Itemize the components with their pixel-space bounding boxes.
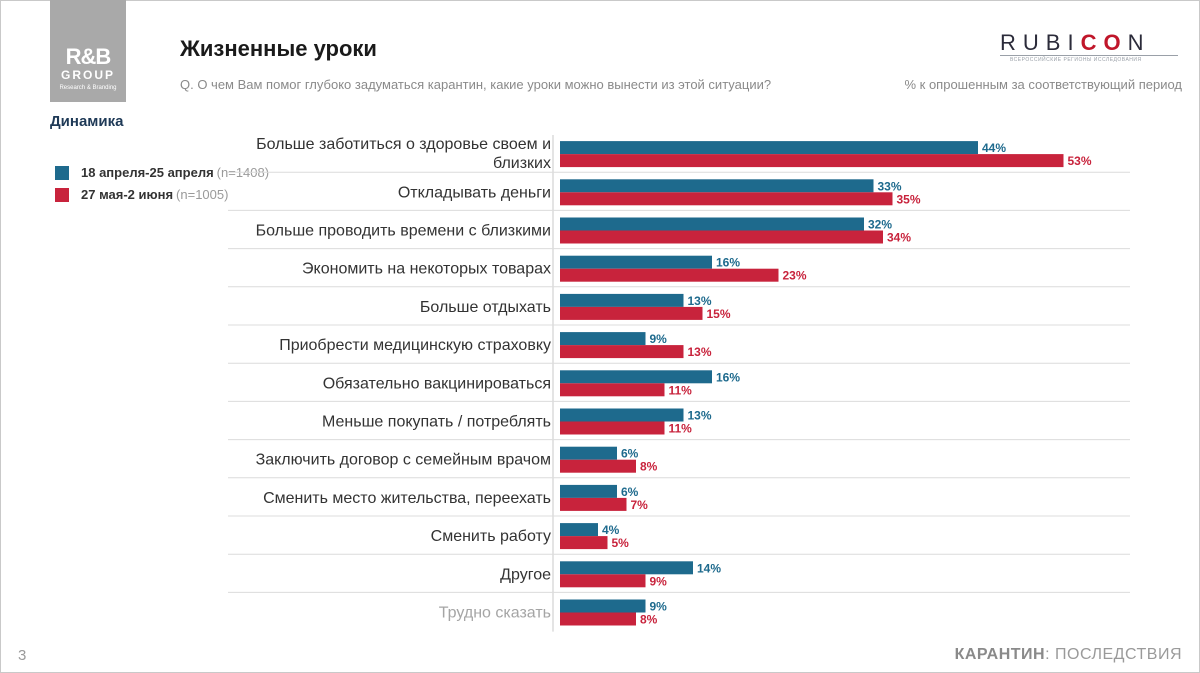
rb-group-logo: R&B GROUP Research & Branding [50, 0, 126, 102]
base-note: % к опрошенным за соответствующий период [904, 77, 1182, 92]
bar-period-2 [560, 268, 779, 282]
data-label-period-2: 5% [612, 536, 630, 550]
bar-period-1 [560, 217, 864, 231]
category-label: Сменить место жительства, переехать [263, 490, 551, 507]
bar-period-1 [560, 561, 693, 575]
bar-period-1 [560, 446, 617, 460]
data-label-period-1: 16% [716, 370, 740, 384]
bar-period-2 [560, 230, 883, 244]
bar-period-1 [560, 141, 978, 155]
footer-right-text: : ПОСЛЕДСТВИЯ [1045, 646, 1182, 663]
bar-period-2 [560, 421, 665, 435]
data-label-period-2: 8% [640, 460, 658, 474]
bar-period-1 [560, 599, 646, 613]
data-label-period-1: 6% [621, 447, 639, 461]
legend-n-period-2: (n=1005) [176, 187, 229, 202]
data-label-period-1: 9% [650, 332, 668, 346]
data-label-period-2: 53% [1068, 154, 1092, 168]
slide-title: Жизненные уроки [180, 36, 377, 61]
data-label-period-1: 32% [868, 218, 892, 232]
rubicon-logo-part-c: N [1127, 30, 1151, 55]
bar-period-2 [560, 459, 636, 473]
bar-period-2 [560, 574, 646, 588]
category-label: Меньше покупать / потреблять [322, 414, 551, 431]
bar-period-2 [560, 306, 703, 320]
footer-left-text: КАРАНТИН [954, 646, 1046, 663]
category-label: Другое [500, 566, 551, 583]
data-label-period-1: 13% [688, 409, 712, 423]
data-label-period-2: 34% [887, 231, 911, 245]
category-label: Трудно сказать [439, 605, 551, 622]
legend-item-period-1: 18 апреля-25 апреля (n=1408) [55, 165, 269, 180]
legend-swatch-period-2 [55, 187, 69, 202]
data-label-period-2: 7% [631, 498, 649, 512]
bar-period-2 [560, 345, 684, 359]
rubicon-logo-part-b: CO [1080, 30, 1128, 55]
data-label-period-2: 8% [640, 613, 658, 627]
dynamics-label: Динамика [50, 113, 124, 130]
category-label: Больше заботиться о здоровье своем и близ… [256, 136, 551, 172]
category-label: Больше отдыхать [420, 299, 551, 316]
bar-period-2 [560, 497, 627, 511]
bar-period-1 [560, 370, 712, 384]
rubicon-logo-part-a: RUBI [1000, 30, 1081, 55]
category-label: Обязательно вакцинироваться [323, 375, 551, 392]
category-label: Больше проводить времени с близкими [256, 223, 551, 240]
data-label-period-2: 15% [707, 307, 731, 321]
data-label-period-1: 33% [878, 179, 902, 193]
rubicon-logo-underline [1000, 55, 1178, 56]
logo-sub-text: Research & Branding [59, 85, 117, 91]
category-label: Приобрести медицинскую страховку [279, 337, 551, 354]
data-label-period-1: 13% [688, 294, 712, 308]
bar-period-1 [560, 523, 598, 537]
data-label-period-2: 11% [669, 383, 693, 397]
page-number: 3 [18, 647, 27, 664]
bar-period-1 [560, 293, 684, 307]
bar-period-1 [560, 484, 617, 498]
data-label-period-1: 6% [621, 485, 639, 499]
legend-label-period-1: 18 апреля-25 апреля [81, 165, 214, 180]
bar-period-1 [560, 408, 684, 422]
data-label-period-1: 4% [602, 523, 620, 537]
data-label-period-2: 23% [783, 269, 807, 283]
data-label-period-2: 9% [650, 574, 668, 588]
bar-period-1 [560, 179, 874, 193]
data-label-period-2: 13% [688, 345, 712, 359]
bar-period-2 [560, 536, 608, 550]
category-label: Заключить договор с семейным врачом [256, 452, 551, 469]
logo-main-text: R&B [65, 44, 112, 69]
logo-group-text: GROUP [60, 68, 115, 82]
survey-question: Q. О чем Вам помог глубоко задуматься ка… [180, 77, 772, 92]
data-label-period-1: 16% [716, 256, 740, 270]
data-label-period-1: 44% [982, 141, 1006, 155]
bar-period-2 [560, 383, 665, 397]
category-label: Сменить работу [431, 528, 551, 545]
data-label-period-2: 35% [897, 192, 921, 206]
bar-period-2 [560, 612, 636, 626]
data-label-period-2: 11% [669, 422, 693, 436]
footer-section-title: КАРАНТИН: ПОСЛЕДСТВИЯ [955, 646, 1182, 664]
bar-period-2 [560, 154, 1064, 168]
data-label-period-1: 14% [697, 561, 721, 575]
rubicon-tagline: ВСЕРОССИЙСКИЕ РЕГИОНЫ ИССЛЕДОВАНИЯ [1010, 57, 1142, 63]
bar-period-1 [560, 332, 646, 346]
bar-period-1 [560, 255, 712, 269]
legend-item-period-2: 27 мая-2 июня (n=1005) [55, 187, 228, 202]
category-label: Экономить на некоторых товарах [302, 261, 551, 278]
category-label: Откладывать деньги [398, 184, 551, 201]
rubicon-logo: RUBICON [1000, 30, 1150, 56]
legend-label-period-2: 27 мая-2 июня [81, 187, 174, 202]
legend-swatch-period-1 [55, 165, 69, 180]
bar-period-2 [560, 192, 893, 206]
data-label-period-1: 9% [650, 600, 668, 614]
